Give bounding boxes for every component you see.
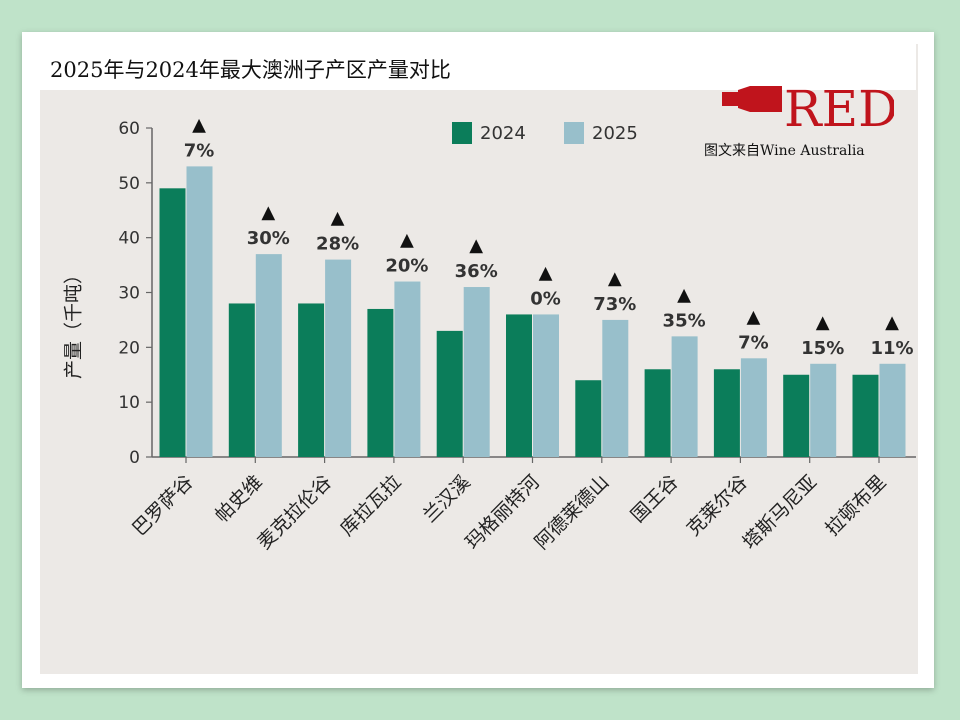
- y-tick-label: 30: [118, 284, 140, 304]
- growth-triangle: ▲: [816, 312, 830, 333]
- legend-label-2024: 2024: [480, 122, 526, 144]
- category-label: 克莱尔谷: [683, 471, 752, 540]
- category-label: 塔斯马尼亚: [738, 471, 821, 554]
- bar-2024: [159, 188, 186, 458]
- bar-2024: [713, 369, 740, 457]
- growth-triangle: ▲: [400, 230, 414, 251]
- title-strip: [40, 44, 916, 90]
- bar-2024: [644, 369, 671, 457]
- y-tick-label: 60: [118, 119, 140, 139]
- source-note: 图文来自Wine Australia: [704, 143, 865, 159]
- bar-2024: [506, 314, 532, 457]
- bar-2025: [186, 166, 213, 457]
- growth-triangle: ▲: [261, 202, 275, 223]
- red-logo: RED: [722, 80, 894, 132]
- growth-label: 7%: [738, 332, 769, 353]
- bar-2024: [436, 330, 463, 457]
- bar-2024: [367, 308, 394, 457]
- growth-triangle: ▲: [331, 208, 345, 229]
- legend-swatch-2025: [564, 122, 584, 144]
- growth-label: 15%: [801, 338, 844, 359]
- chart-title: 2025年与2024年最大澳洲子产区产量对比: [50, 58, 451, 82]
- bar-2025: [740, 358, 767, 457]
- legend-swatch-2024: [452, 122, 472, 144]
- growth-label: 20%: [385, 256, 428, 277]
- bar-2024: [298, 303, 325, 457]
- bar-2024: [228, 303, 255, 457]
- category-label: 阿德莱德山: [531, 471, 614, 554]
- category-label: 国王谷: [627, 471, 683, 527]
- growth-label: 11%: [870, 338, 913, 359]
- bar-2025: [325, 259, 352, 457]
- y-tick-label: 20: [118, 338, 140, 358]
- growth-label: 30%: [247, 228, 290, 249]
- growth-label: 73%: [593, 294, 636, 315]
- growth-triangle: ▲: [539, 262, 553, 283]
- category-label: 玛格丽特河: [461, 471, 544, 554]
- legend-label-2025: 2025: [592, 122, 638, 144]
- legend-item-2024: 2024: [452, 122, 526, 144]
- growth-triangle: ▲: [885, 312, 899, 333]
- bar-2024: [783, 374, 810, 457]
- bar-2024: [852, 374, 879, 457]
- y-tick-label: 10: [118, 393, 140, 413]
- growth-label: 36%: [455, 261, 498, 282]
- growth-triangle: ▲: [608, 268, 622, 289]
- category-label: 巴罗萨谷: [128, 471, 197, 540]
- bar-2025: [810, 363, 837, 457]
- growth-label: 0%: [530, 288, 561, 309]
- category-label: 麦克拉伦谷: [253, 471, 336, 554]
- legend-item-2025: 2025: [564, 122, 638, 144]
- y-tick-label: 50: [118, 174, 140, 194]
- growth-triangle: ▲: [746, 306, 760, 327]
- bar-2025: [463, 287, 490, 457]
- bar-2025: [671, 336, 698, 457]
- bar-2024: [575, 380, 602, 457]
- y-tick-label: 0: [129, 448, 140, 468]
- bar-2025: [879, 363, 906, 457]
- category-label: 兰汉溪: [419, 471, 475, 527]
- growth-label: 28%: [316, 234, 359, 255]
- logo-text: RED: [784, 80, 894, 132]
- bar-2025: [255, 254, 282, 457]
- category-label: 拉顿布里: [821, 471, 890, 540]
- growth-triangle: ▲: [192, 114, 206, 135]
- growth-label: 7%: [184, 140, 215, 161]
- y-tick-label: 40: [118, 229, 140, 249]
- growth-label: 35%: [663, 310, 706, 331]
- category-label: 库拉瓦拉: [336, 471, 405, 540]
- bar-2025: [533, 314, 559, 457]
- bar-2025: [602, 319, 629, 457]
- growth-triangle: ▲: [677, 284, 691, 305]
- category-label: 帕史维: [211, 471, 267, 527]
- growth-triangle: ▲: [469, 235, 483, 256]
- bar-2025: [394, 281, 421, 457]
